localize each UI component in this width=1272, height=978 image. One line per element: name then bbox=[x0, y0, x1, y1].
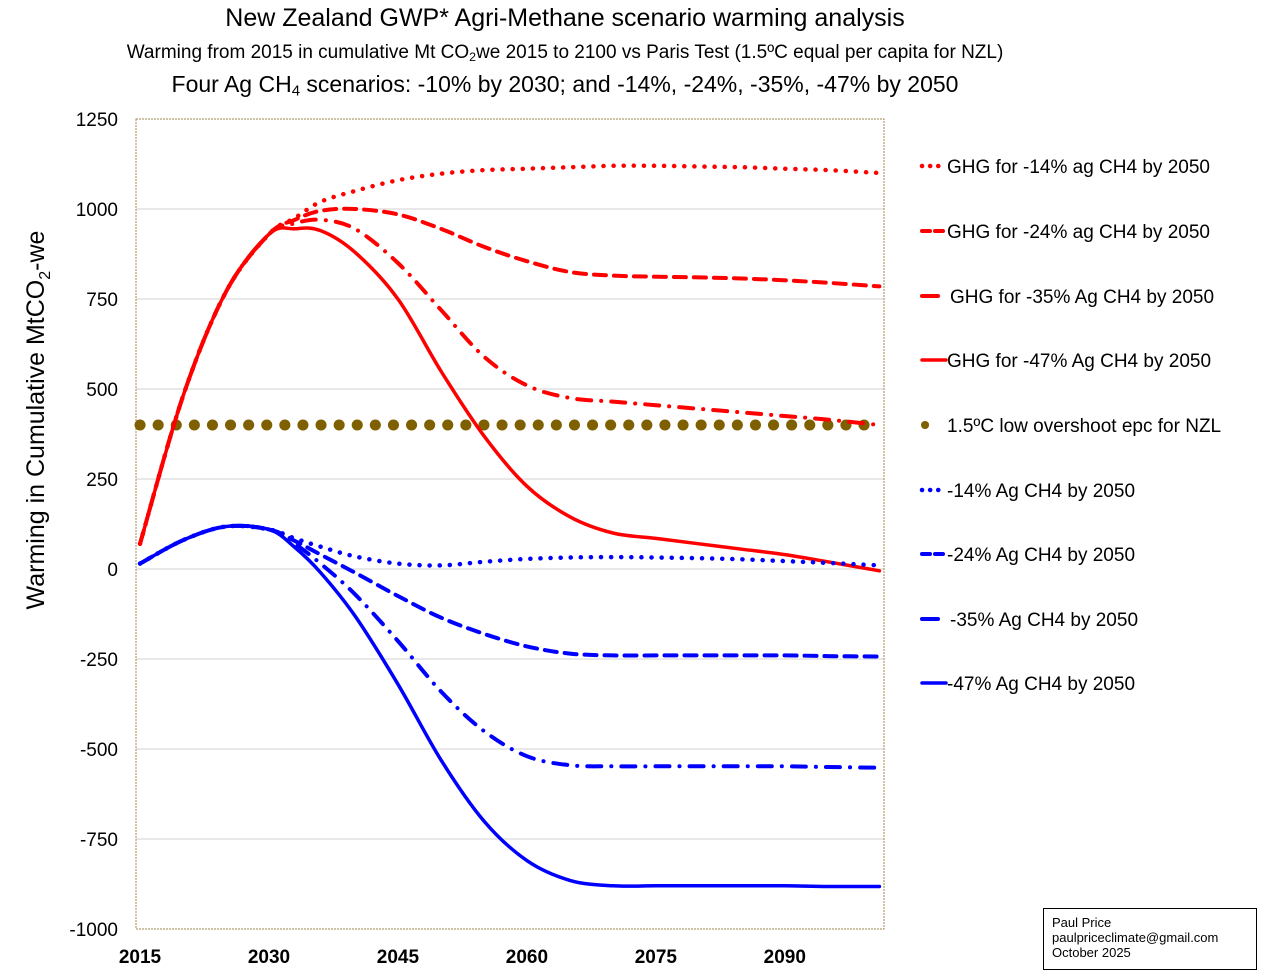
subtitle2-part: Four Ag CH bbox=[171, 71, 292, 97]
credit-box: Paul Price paulpriceclimate@gmail.com Oc… bbox=[1043, 908, 1257, 970]
series-group bbox=[134, 163, 886, 889]
legend-label: GHG for -47% Ag CH4 by 2050 bbox=[947, 351, 1211, 372]
legend-label: GHG for -14% ag CH4 by 2050 bbox=[947, 157, 1210, 178]
x-tick-label: 2075 bbox=[635, 947, 678, 968]
series-line-8 bbox=[138, 523, 882, 770]
y-axis-label: Warming in Cumulative MtCO2-we bbox=[22, 231, 54, 610]
legend-item: -24% Ag CH4 by 2050 bbox=[920, 545, 1135, 566]
series-line-1 bbox=[137, 163, 882, 547]
chart-subtitle: Warming from 2015 in cumulative Mt CO2we… bbox=[0, 42, 1130, 64]
legend-label: -14% Ag CH4 by 2050 bbox=[947, 481, 1135, 502]
subtitle2-subscript: 4 bbox=[291, 82, 301, 100]
legend-item: -14% Ag CH4 by 2050 bbox=[919, 481, 1135, 502]
y-tick-label: -1000 bbox=[69, 920, 118, 941]
gridlines bbox=[136, 208, 884, 840]
series-line-7 bbox=[138, 523, 882, 659]
legend-label: 1.5ºC low overshoot epc for NZL bbox=[947, 416, 1221, 437]
x-tick-label: 2030 bbox=[248, 947, 290, 968]
legend-item: GHG for -24% ag CH4 by 2050 bbox=[920, 222, 1210, 243]
y-axis-ticks: 1250 1000 750 500 250 0 -250 -500 -750 -1000 bbox=[69, 110, 118, 941]
x-tick-label: 2090 bbox=[764, 947, 806, 968]
y-tick-label: -500 bbox=[80, 740, 118, 761]
legend-label: -24% Ag CH4 by 2050 bbox=[947, 545, 1135, 566]
y-tick-label: 1000 bbox=[76, 200, 118, 221]
x-tick-label: 2060 bbox=[506, 947, 548, 968]
legend-item: 1.5ºC low overshoot epc for NZL bbox=[921, 416, 1221, 437]
legend-label: -35% Ag CH4 by 2050 bbox=[950, 610, 1138, 631]
credit-email: paulpriceclimate@gmail.com bbox=[1052, 930, 1219, 945]
credit-date: October 2025 bbox=[1052, 945, 1131, 960]
series-line-6 bbox=[137, 523, 882, 568]
legend-label: GHG for -35% Ag CH4 by 2050 bbox=[950, 287, 1214, 308]
y-tick-label: 1250 bbox=[76, 110, 118, 131]
y-tick-label: 750 bbox=[86, 290, 118, 311]
subtitle-subscript: 2 bbox=[469, 50, 477, 65]
plot-area-frame bbox=[135, 118, 885, 930]
y-tick-label: 250 bbox=[86, 470, 118, 491]
legend-label: GHG for -24% ag CH4 by 2050 bbox=[947, 222, 1210, 243]
legend-item: GHG for -35% Ag CH4 by 2050 bbox=[920, 287, 1214, 308]
subtitle-part: Warming from 2015 in cumulative Mt CO bbox=[126, 42, 470, 63]
x-axis-ticks: 2015 2030 2045 2060 2075 2090 bbox=[119, 947, 806, 968]
chart-title: New Zealand GWP* Agri-Methane scenario w… bbox=[0, 4, 1130, 33]
series-line-3 bbox=[138, 217, 882, 546]
chart-title-text: New Zealand GWP* Agri-Methane scenario w… bbox=[225, 4, 905, 32]
x-tick-label: 2015 bbox=[119, 947, 162, 968]
legend-item: GHG for -47% Ag CH4 by 2050 bbox=[920, 351, 1211, 372]
x-tick-label: 2045 bbox=[377, 947, 420, 968]
y-tick-label: -750 bbox=[80, 830, 118, 851]
legend: GHG for -14% ag CH4 by 2050 GHG for -24% … bbox=[919, 157, 1221, 695]
y-tick-label: -250 bbox=[80, 650, 118, 671]
legend-item: -47% Ag CH4 by 2050 bbox=[920, 674, 1135, 695]
series-line-2 bbox=[138, 206, 882, 546]
subtitle2-part: scenarios: -10% by 2030; and -14%, -24%,… bbox=[300, 71, 959, 97]
series-line-9 bbox=[138, 523, 882, 889]
subtitle-part: we 2015 to 2100 vs Paris Test (1.5ºC equ… bbox=[476, 42, 1004, 63]
series-line-4 bbox=[138, 226, 882, 573]
y-tick-label: 0 bbox=[107, 560, 118, 581]
credit-name: Paul Price bbox=[1052, 915, 1112, 930]
legend-item: GHG for -14% ag CH4 by 2050 bbox=[919, 157, 1210, 178]
legend-label: -47% Ag CH4 by 2050 bbox=[947, 674, 1135, 695]
chart-subtitle-2: Four Ag CH4 scenarios: -10% by 2030; and… bbox=[0, 71, 1130, 100]
legend-item: -35% Ag CH4 by 2050 bbox=[920, 610, 1138, 631]
y-tick-label: 500 bbox=[86, 380, 118, 401]
